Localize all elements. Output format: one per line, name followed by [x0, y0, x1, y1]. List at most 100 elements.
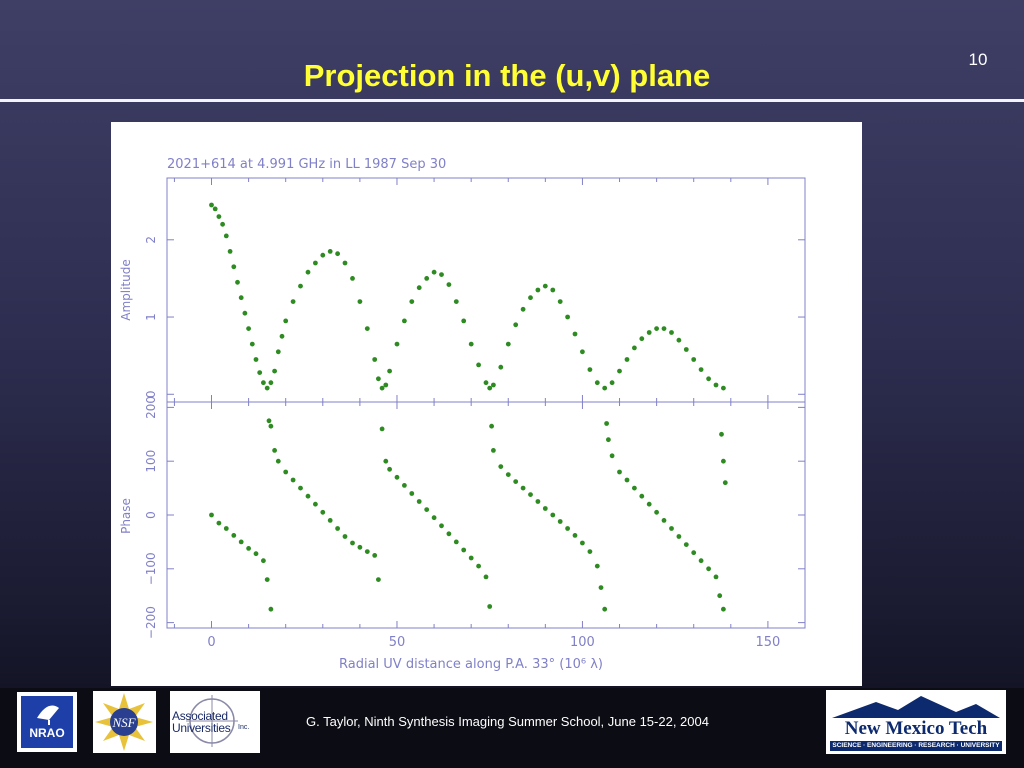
amplitude-data-point [505, 341, 511, 347]
amplitude-data-point [580, 349, 585, 355]
amplitude-data-point [268, 380, 274, 386]
phase-data-point [489, 423, 494, 429]
amplitude-data-point [468, 341, 474, 347]
phase-data-point [275, 458, 281, 464]
amplitude-data-point [661, 326, 667, 331]
amplitude-data-point [313, 260, 318, 266]
amplitude-data-point [264, 385, 270, 391]
amplitude-data-point [535, 287, 541, 293]
amplitude-data-point [220, 221, 225, 227]
amplitude-data-point [542, 283, 548, 289]
amplitude-data-point [706, 376, 711, 382]
amplitude-data-point [402, 318, 407, 324]
phase-data-point [383, 458, 389, 464]
amplitude-data-point [342, 260, 348, 266]
amplitude-data-point [676, 337, 682, 343]
phase-data-point [683, 542, 689, 547]
phase-data-point [669, 526, 674, 531]
phase-data-point [483, 574, 489, 580]
phase-data-point [409, 491, 415, 496]
amplitude-data-point [617, 368, 622, 374]
amplitude-data-point [253, 357, 259, 362]
phase-data-point [706, 566, 711, 572]
phase-data-point [402, 483, 407, 488]
phase-data-point [439, 523, 444, 529]
nmt-logo-tagline: SCIENCE · ENGINEERING · RESEARCH · UNIVE… [832, 742, 1000, 749]
phase-data-point [565, 526, 570, 531]
amplitude-data-point [320, 252, 326, 258]
amplitude-data-point [227, 249, 233, 254]
phase-data-point [468, 555, 474, 561]
nsf-seal-icon: NSF [95, 693, 153, 751]
amplitude-data-point [624, 357, 630, 362]
new-mexico-tech-logo: New Mexico Tech SCIENCE · ENGINEERING · … [826, 690, 1006, 754]
amplitude-data-point [683, 347, 689, 352]
phase-data-point [550, 512, 556, 518]
amplitude-data-point [491, 382, 496, 388]
amplitude-data-point [272, 368, 277, 374]
amplitude-data-point [249, 341, 255, 347]
phase-data-point [223, 526, 229, 531]
amplitude-data-point [383, 382, 389, 388]
amplitude-data-point [275, 349, 281, 355]
footer-citation: G. Taylor, Ninth Synthesis Imaging Summe… [306, 714, 709, 729]
amplitude-data-point [261, 380, 266, 386]
phase-data-point [572, 533, 578, 538]
phase-data-point [580, 540, 585, 546]
amplitude-data-point [528, 295, 533, 301]
au-logo-line3: Inc. [238, 724, 250, 731]
phase-data-point [342, 534, 348, 539]
amplitude-data-point [632, 345, 637, 351]
phase-data-point [268, 423, 274, 429]
phase-data-point [661, 518, 667, 523]
amplitude-data-point [557, 299, 563, 304]
phase-data-point [216, 520, 222, 526]
phase-data-point [283, 469, 289, 475]
amplitude-data-point [376, 376, 381, 382]
phase-data-point [446, 531, 452, 537]
phase-data-point [266, 418, 272, 424]
phase-data-point [290, 477, 296, 483]
phase-data-point [498, 464, 504, 469]
phase-y-tick-label: −100 [144, 552, 158, 585]
amplitude-data-point [639, 336, 645, 342]
phase-data-point [602, 606, 608, 612]
amplitude-data-point [394, 341, 400, 347]
phase-data-point [487, 604, 493, 609]
x-tick-label: 100 [570, 635, 595, 650]
phase-data-point [676, 534, 682, 539]
phase-data-point [557, 519, 563, 524]
uv-projection-figure: 2021+614 at 4.991 GHz in LL 1987 Sep 30 … [111, 122, 862, 686]
crosshair-icon [186, 695, 238, 747]
nrao-logo-mark [21, 696, 73, 748]
amplitude-data-point [298, 283, 303, 289]
nmt-logo-strip [830, 741, 1002, 751]
phase-data-point [372, 553, 378, 558]
phase-data-point [624, 477, 630, 483]
amplitude-data-point [223, 233, 229, 239]
amplitude-y-tick-label: 2 [144, 236, 158, 244]
phase-data-point [617, 469, 622, 475]
phase-y-tick-label: 200 [144, 396, 158, 419]
amplitude-data-point [446, 282, 452, 287]
phase-data-point [476, 563, 481, 569]
amplitude-data-point [565, 314, 570, 320]
phase-data-point [350, 540, 355, 546]
phase-data-point [264, 577, 270, 582]
phase-data-point [364, 549, 370, 554]
telescope-icon [37, 705, 59, 725]
phase-axis-label: Phase [119, 498, 133, 534]
amplitude-data-point [498, 364, 504, 370]
amplitude-data-point [283, 318, 289, 324]
phase-data-point [253, 551, 259, 557]
x-tick-label: 50 [389, 635, 406, 650]
amplitude-data-point [235, 279, 240, 285]
phase-data-point [261, 558, 266, 564]
phase-data-point [461, 547, 467, 553]
amplitude-data-point [379, 385, 385, 391]
amplitude-y-tick-label: 1 [144, 313, 158, 321]
amplitude-axis-label: Amplitude [119, 259, 133, 321]
amplitude-data-point [216, 214, 222, 219]
amplitude-data-point [461, 318, 467, 324]
phase-data-point [691, 550, 697, 556]
